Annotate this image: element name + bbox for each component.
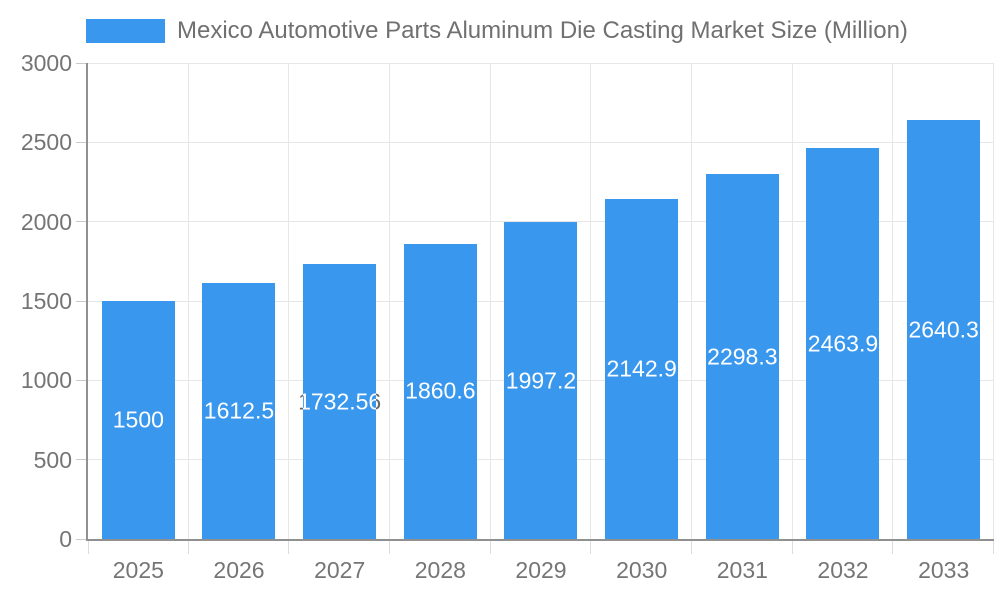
bar-slot: 2640.32640.3 [893,63,994,539]
bar-2028[interactable]: 1860.6 [403,243,477,539]
bar-value-label: 1500 [112,406,164,433]
bar-slot: 1997.21997.2 [491,63,592,539]
x-axis-tick-label: 2029 [515,557,567,583]
y-axis-tick [76,538,86,540]
x-axis-tick-label: 2032 [817,557,869,583]
bar-slot: 2298.32298.3 [692,63,793,539]
bar-slot: 1732.561732.56 [289,63,390,539]
bar-slot: 2142.92142.9 [591,63,692,539]
y-axis-tick-label: 1500 [20,288,72,314]
y-axis-tick-label: 3000 [20,50,72,76]
bar-2033[interactable]: 2640.3 [907,120,981,539]
bar-value-label: 1860.6 [405,377,476,404]
x-axis-tick [791,541,793,554]
bar-2032[interactable]: 2463.9 [806,148,880,539]
v-gridline [791,63,793,539]
y-axis-tick-label: 0 [59,526,72,552]
bar-value-label: 1997.2 [505,367,577,394]
bar-slot: 1612.51612.5 [189,63,290,539]
bar-value-label: 2463.9 [807,330,879,357]
plot-area: 150015001612.51612.51732.561732.561860.6… [76,62,994,554]
v-gridline [389,63,390,539]
bar-value-label: 1612.5 [203,397,275,424]
x-axis-tick [88,541,89,554]
v-gridline [489,63,491,539]
x-axis-tick [187,541,189,554]
bar-2031[interactable]: 2298.3 [705,174,779,539]
x-axis-tick [892,541,894,554]
y-axis-tick [76,379,86,381]
x-axis-tick-label: 2030 [616,557,668,583]
y-axis-tick [76,62,86,64]
h-gridline [88,221,994,223]
legend-label: Mexico Automotive Parts Aluminum Die Cas… [177,17,908,44]
bar-value-label: 1732.56 [303,388,377,415]
v-gridline [288,63,290,539]
y-axis-tick-label: 2000 [20,208,72,235]
bar-2029[interactable]: 1997.2 [504,222,578,539]
x-axis-tick [590,541,592,554]
x-axis-tick [691,541,692,554]
y-axis-tick-label: 1000 [20,367,72,394]
x-axis-tick-label: 2025 [112,557,164,583]
x-axis-tick [288,541,290,554]
bar-2026[interactable]: 1612.5 [202,283,276,539]
v-gridline [187,63,189,539]
v-gridline [691,63,692,539]
x-axis-tick-label: 2026 [213,557,265,583]
y-axis-tick [76,459,86,461]
x-axis-tick-label: 2033 [918,557,970,583]
v-gridline [892,63,894,539]
bar-value-label: 2298.3 [707,343,778,370]
bar-slot: 15001500 [88,63,189,539]
y-axis-tick [76,300,86,302]
x-axis-tick-label: 2028 [414,557,466,583]
v-gridline [993,63,994,539]
bar-2030[interactable]: 2142.9 [605,199,679,539]
bar-2027[interactable]: 1732.56 [303,264,377,539]
bar-2025[interactable]: 1500 [101,301,175,539]
bar-value-label: 2142.9 [606,355,677,382]
v-gridline [590,63,592,539]
bar-value-label: 2640.3 [908,316,979,343]
y-axis-tick-label: 500 [33,446,72,473]
x-axis-tick [993,541,994,554]
legend: Mexico Automotive Parts Aluminum Die Cas… [86,17,908,45]
x-axis-tick-label: 2027 [314,557,366,583]
x-axis-tick-label: 2031 [716,557,768,583]
y-axis-tick-label: 2500 [20,129,72,156]
h-gridline [88,141,994,143]
y-axis-tick [76,221,86,223]
x-axis-tick [389,541,390,554]
bar-slot: 2463.92463.9 [793,63,894,539]
x-axis-tick [489,541,491,554]
y-axis-tick [76,141,86,143]
legend-swatch [86,19,165,43]
h-gridline [88,62,994,64]
